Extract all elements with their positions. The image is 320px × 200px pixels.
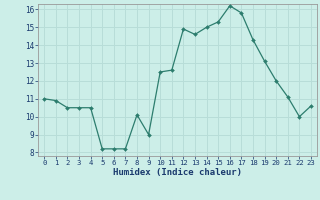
X-axis label: Humidex (Indice chaleur): Humidex (Indice chaleur) xyxy=(113,168,242,177)
